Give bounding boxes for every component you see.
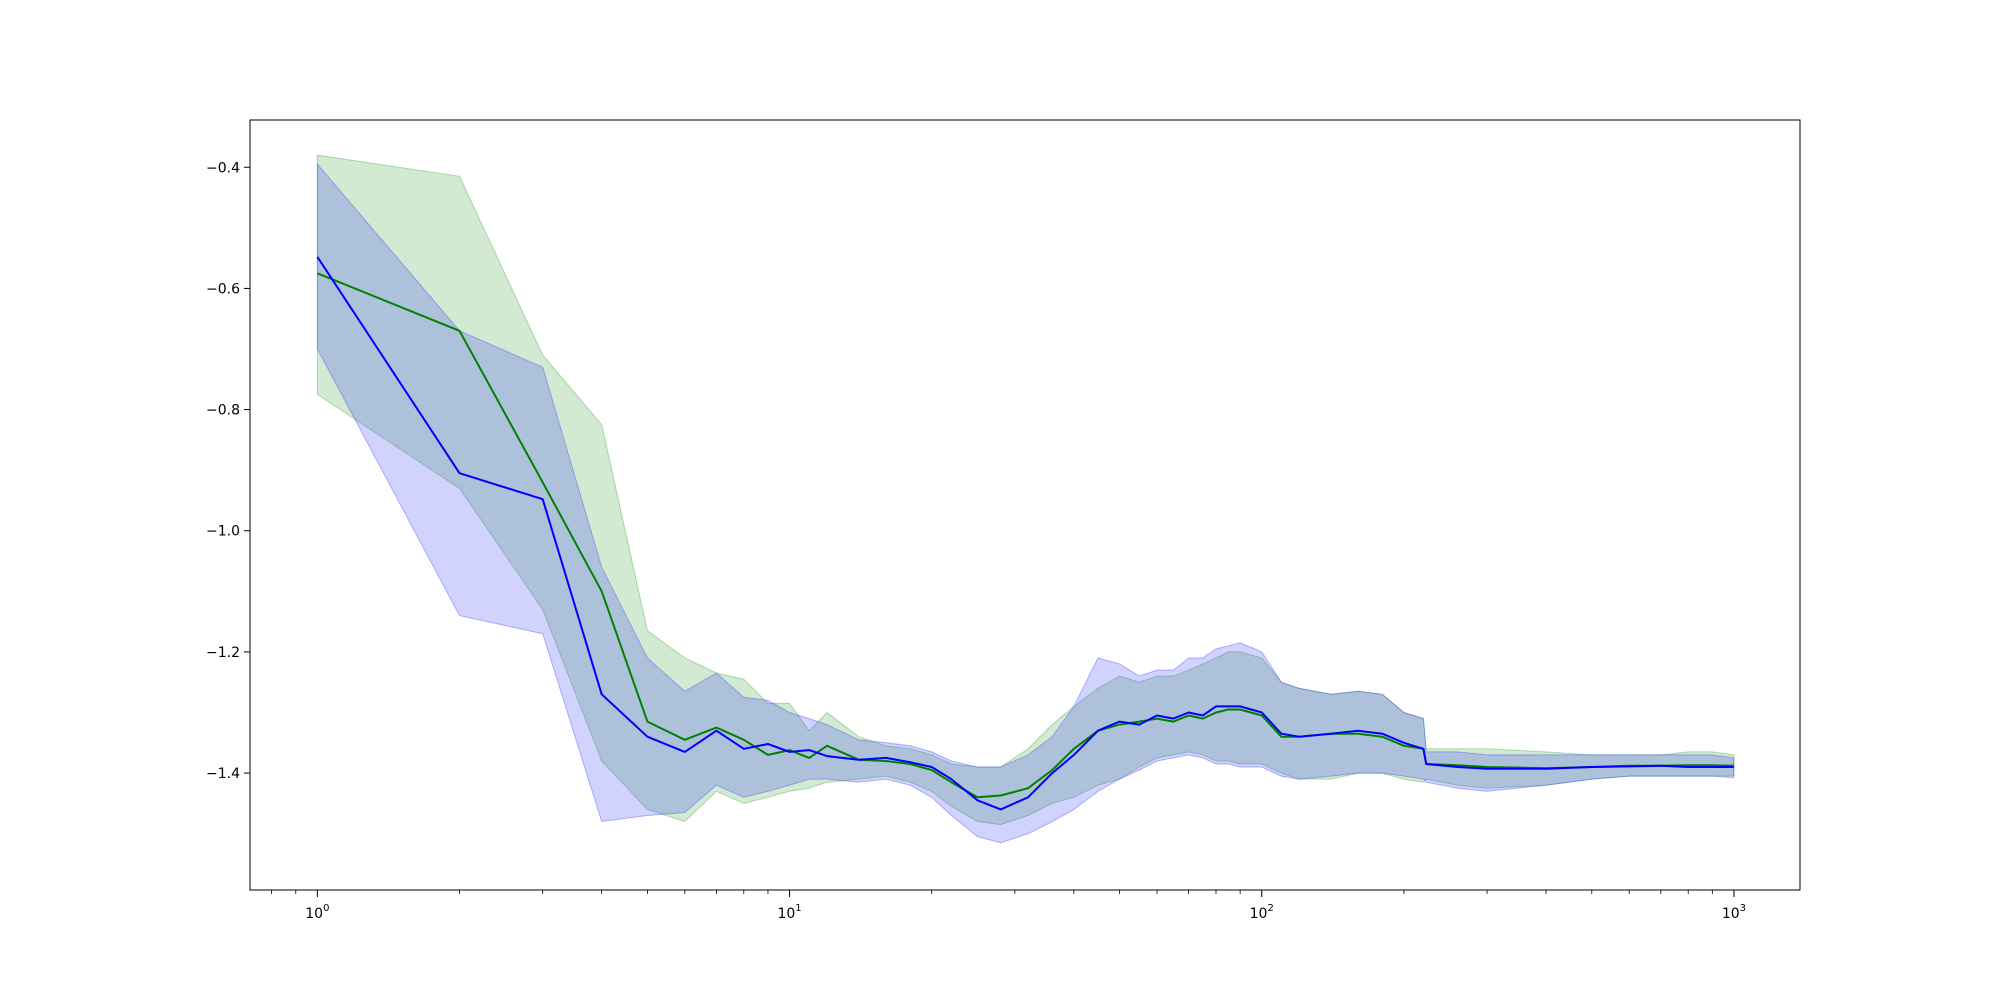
- confidence-bands: [316, 154, 1735, 844]
- y-tick-label: −1.4: [206, 766, 240, 782]
- series-2-line: [316, 256, 1734, 811]
- x-tick-label: 101: [777, 903, 801, 922]
- y-tick-label: −0.8: [206, 403, 240, 419]
- y-axis: −0.4 −0.6 −0.8 −1.0 −1.2 −1.4: [206, 160, 250, 782]
- y-tick-label: −0.4: [206, 160, 240, 176]
- x-tick-label: 103: [1722, 903, 1746, 922]
- series-lines: [316, 256, 1734, 811]
- y-tick-label: −1.0: [206, 524, 240, 540]
- series-2-band: [316, 162, 1735, 844]
- series-1-band: [316, 154, 1735, 826]
- x-tick-label: 100: [305, 903, 329, 922]
- y-tick-label: −1.2: [206, 645, 240, 661]
- plot-frame: [249, 119, 1801, 891]
- y-tick-label: −0.6: [206, 281, 240, 297]
- x-tick-label: 102: [1250, 903, 1274, 922]
- x-axis: 100 101 102 103: [271, 890, 1746, 922]
